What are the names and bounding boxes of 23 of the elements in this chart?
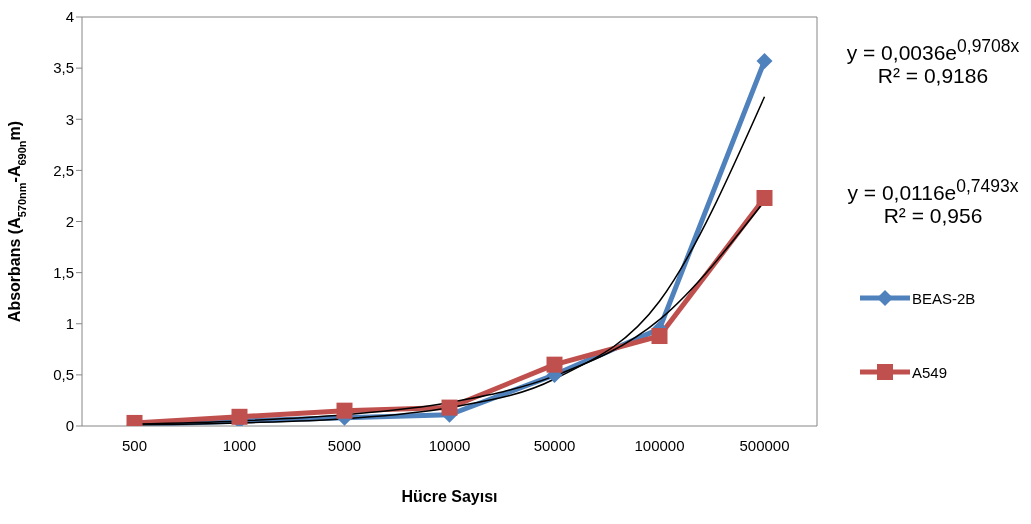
x-tick-label: 10000 [428,436,471,454]
text: R² = 0,956 [882,204,984,228]
text: y = 0,0116e$^{0,7493x}$ [846,176,1020,205]
y-tick-label: 4 [65,8,74,26]
text: R² = 0,9186 [876,64,990,88]
y-tick-label: 3,5 [53,59,74,77]
x-tick-label: 500 [121,436,148,454]
x-tick-label: 1000 [222,436,257,454]
y-tick-label: 0 [65,417,74,435]
y-tick-label: 0,5 [53,366,74,384]
x-tick-label: 50000 [533,436,576,454]
x-tick-label: 500000 [739,436,790,454]
x-tick-label: 5000 [327,436,362,454]
legend-label: A549 [912,363,948,381]
y-tick-label: 1 [65,315,74,333]
x-tick-label: 100000 [634,436,685,454]
text: y = 0,0036e$^{0,9708x}$ [845,36,1021,65]
legend-label: BEAS-2B [912,289,976,307]
y-tick-label: 2,5 [53,161,74,179]
y-tick-label: 2 [65,212,74,230]
y-tick-label: 1,5 [53,263,74,281]
y-tick-label: 3 [65,110,74,128]
x-axis-title: Hücre Sayısı [401,488,498,505]
